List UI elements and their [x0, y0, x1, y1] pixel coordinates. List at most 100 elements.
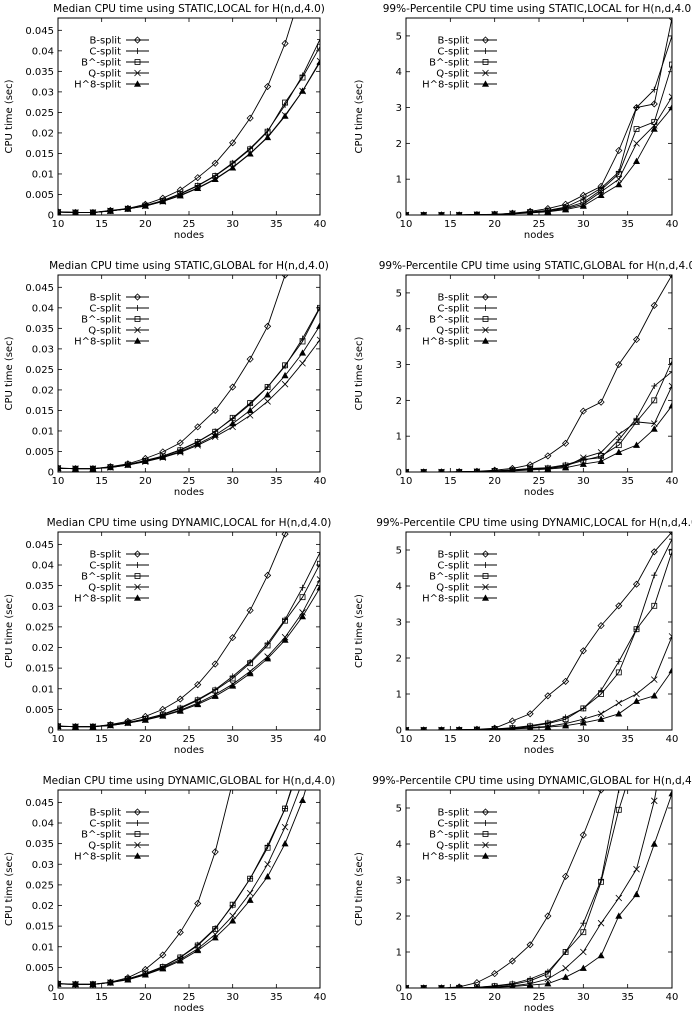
data-point	[526, 941, 534, 949]
data-point	[420, 726, 428, 730]
data-point	[615, 436, 622, 443]
x-tick-label: 10	[400, 219, 413, 230]
y-tick-label: 0.03	[32, 860, 54, 871]
data-point	[406, 984, 410, 988]
data-point	[141, 202, 149, 209]
data-point	[124, 461, 132, 468]
y-tick-label: 0	[48, 726, 54, 737]
data-point	[211, 692, 219, 699]
data-point	[457, 211, 462, 215]
series-line	[58, 18, 294, 213]
legend-label: H^8-split	[74, 594, 121, 605]
data-point	[420, 211, 428, 215]
legend-marker	[134, 316, 141, 322]
data-point	[579, 460, 587, 467]
data-point	[264, 391, 272, 398]
data-point	[527, 724, 534, 730]
legend-marker	[134, 573, 141, 579]
data-point	[316, 321, 320, 329]
x-tick-label: 35	[270, 734, 283, 745]
x-tick-label: 40	[314, 219, 327, 230]
data-point	[89, 208, 97, 215]
data-point	[58, 208, 62, 215]
data-point	[247, 400, 254, 406]
y-tick-label: 2	[396, 912, 402, 923]
data-point	[264, 860, 271, 868]
data-point	[562, 206, 570, 213]
legend-marker	[133, 594, 142, 601]
data-point	[457, 468, 462, 472]
y-tick-label: 4	[396, 582, 402, 593]
data-point	[615, 894, 623, 902]
data-point	[89, 723, 97, 730]
data-point	[473, 725, 481, 730]
legend-marker	[482, 562, 489, 568]
plot-area	[406, 532, 672, 730]
data-point	[633, 690, 640, 698]
data-point	[406, 726, 410, 730]
data-point	[89, 208, 97, 215]
data-point	[579, 719, 587, 726]
data-point	[634, 661, 640, 667]
data-point	[650, 420, 658, 427]
y-tick-label: 0.04	[32, 46, 54, 57]
data-point	[597, 449, 605, 456]
data-point	[650, 692, 658, 699]
series-line	[406, 360, 672, 472]
data-point	[264, 322, 272, 330]
series-line	[406, 96, 672, 215]
x-tick-label: 25	[533, 992, 546, 1003]
y-tick-label: 4	[396, 840, 402, 851]
data-point	[159, 712, 167, 719]
x-tick-label: 25	[183, 734, 196, 745]
series-h-8-split	[58, 584, 320, 730]
data-point	[544, 980, 552, 987]
plot-area	[58, 532, 320, 730]
chart-title: Median CPU time using DYNAMIC,LOCAL for …	[47, 517, 332, 529]
data-point	[526, 466, 534, 472]
legend-label: B-split	[89, 36, 121, 47]
data-point	[124, 976, 132, 983]
data-point	[246, 355, 254, 363]
data-point	[509, 467, 516, 472]
data-point	[615, 790, 622, 793]
y-tick-label: 0.02	[32, 128, 54, 139]
legend-label: B-split	[89, 808, 121, 819]
data-point	[492, 467, 498, 472]
data-point	[421, 984, 426, 988]
y-tick-label: 0.025	[25, 880, 54, 891]
data-point	[194, 440, 202, 447]
series-line	[58, 339, 320, 470]
data-point	[176, 439, 184, 447]
plot-area	[406, 18, 672, 215]
series-q-split	[58, 336, 320, 472]
data-point	[246, 896, 254, 903]
y-tick-label: 0	[396, 984, 402, 995]
data-point	[580, 929, 587, 936]
x-tick-label: 20	[139, 734, 152, 745]
data-point	[457, 984, 462, 988]
data-point	[633, 418, 640, 426]
data-point	[71, 723, 79, 730]
y-tick-label: 0.035	[25, 839, 54, 850]
x-tick-label: 35	[621, 219, 634, 230]
legend-label: B^-split	[81, 572, 121, 583]
data-point	[651, 602, 658, 609]
x-axis-label: nodes	[524, 487, 554, 498]
series-line	[58, 587, 320, 728]
y-tick-label: 0.02	[32, 901, 54, 912]
data-point	[299, 359, 306, 367]
data-point	[194, 899, 202, 908]
x-tick-label: 40	[666, 476, 679, 487]
data-point	[211, 660, 219, 668]
chart-title: 99%-Percentile CPU time using DYNAMIC,LO…	[376, 517, 692, 529]
legend-marker	[134, 59, 141, 65]
data-point	[282, 362, 288, 369]
data-point	[176, 695, 184, 703]
data-point	[509, 210, 516, 215]
data-point	[299, 594, 306, 601]
data-point	[264, 82, 272, 91]
x-tick-label: 15	[444, 734, 457, 745]
